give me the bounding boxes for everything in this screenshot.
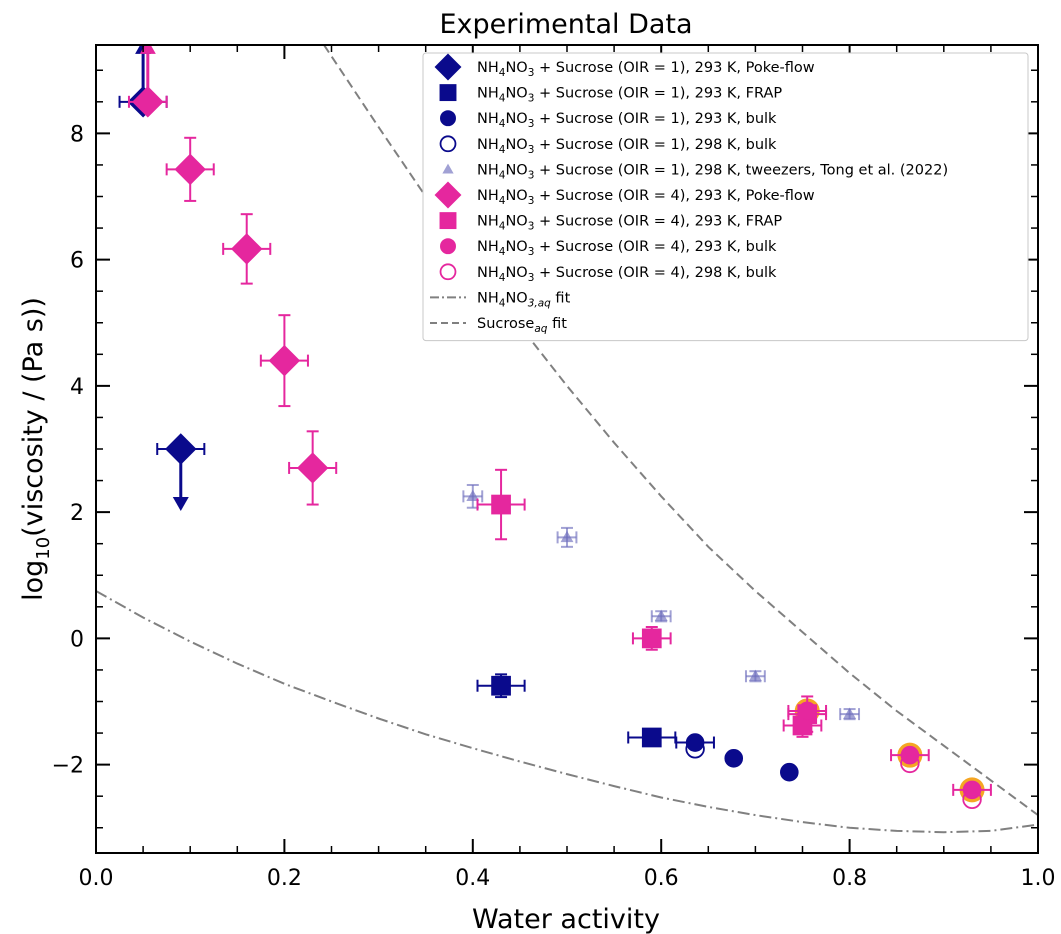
legend-label: NH4NO3 + Sucrose (OIR = 4), 293 K, Poke-…: [477, 188, 815, 207]
series-8: [900, 753, 982, 810]
plot-area: [96, 45, 1038, 834]
data-point: [748, 669, 762, 681]
data-point: [132, 86, 164, 118]
data-point: [797, 701, 817, 721]
y-tick-label: 6: [70, 249, 84, 274]
series-6: [476, 468, 828, 738]
data-point: [900, 753, 920, 774]
series-0: [118, 45, 206, 511]
legend-label: NH4NO3,aq fit: [477, 290, 571, 309]
series-1: [476, 673, 677, 748]
legend-marker: [434, 53, 462, 81]
y-tick-label: 8: [70, 122, 84, 147]
data-point: [491, 494, 511, 515]
sucrose-fit-curve: [323, 45, 1038, 816]
y-tick-label: −2: [52, 754, 84, 779]
x-axis-label: Water activity: [472, 904, 660, 934]
x-tick-label: 1.0: [1021, 866, 1056, 891]
legend-label: NH4NO3 + Sucrose (OIR = 4), 293 K, FRAP: [477, 214, 782, 233]
series-4: [462, 483, 861, 721]
data-point: [491, 675, 511, 696]
series-5: [127, 45, 338, 506]
data-point: [685, 733, 705, 752]
legend-label: NH4NO3 + Sucrose (OIR = 4), 298 K, bulk: [477, 265, 777, 284]
data-point: [654, 609, 668, 621]
series-3: [685, 739, 705, 759]
data-point: [466, 489, 480, 502]
legend-marker: [440, 110, 456, 127]
y-tick-label: 0: [70, 627, 84, 652]
data-point: [268, 344, 301, 377]
chart-title: Experimental Data: [439, 9, 692, 40]
data-point: [165, 433, 197, 465]
series-2: [675, 733, 799, 782]
series-7: [787, 701, 992, 800]
data-point: [685, 739, 705, 759]
legend-label: NH4NO3 + Sucrose (OIR = 1), 293 K, bulk: [477, 111, 777, 130]
x-tick-label: 0.8: [832, 866, 867, 891]
legend-marker: [439, 135, 457, 153]
limit-arrow-head: [172, 497, 189, 511]
legend-label: NH4NO3 + Sucrose (OIR = 1), 293 K, FRAP: [477, 86, 782, 105]
legend-marker: [442, 163, 454, 174]
x-tick-label: 0.4: [455, 866, 490, 891]
data-point: [962, 789, 982, 810]
x-tick-label: 0.6: [644, 866, 679, 891]
legend-marker: [439, 212, 457, 230]
x-tick-label: 0.0: [79, 866, 114, 891]
legend-marker: [439, 263, 457, 281]
x-tick-label: 0.2: [267, 866, 302, 891]
nh4no3-fit-curve: [96, 590, 1038, 834]
data-point: [641, 727, 662, 748]
legend-box: [422, 52, 1029, 342]
data-point: [724, 749, 744, 768]
data-point: [780, 762, 799, 782]
legend-marker: [439, 84, 457, 102]
legend-label: Sucroseaq fit: [477, 316, 567, 335]
legend-marker: [440, 238, 456, 255]
data-point: [296, 452, 329, 484]
legend: NH4NO3 + Sucrose (OIR = 1), 293 K, Poke-…: [422, 52, 1029, 342]
data-point: [641, 628, 662, 649]
y-tick-label: 2: [70, 501, 84, 526]
data-point: [560, 530, 574, 543]
data-point: [843, 707, 857, 719]
y-axis-label-text: log10(viscosity / (Pa s)): [18, 297, 54, 601]
legend-label: NH4NO3 + Sucrose (OIR = 4), 293 K, bulk: [477, 239, 777, 258]
legend-marker: [434, 181, 462, 209]
y-tick-label: 4: [70, 375, 84, 400]
data-point: [174, 153, 206, 186]
legend-label: NH4NO3 + Sucrose (OIR = 1), 293 K, Poke-…: [477, 60, 815, 79]
legend-label: NH4NO3 + Sucrose (OIR = 1), 298 K, bulk: [477, 137, 777, 156]
y-axis-label: log10(viscosity / (Pa s)): [18, 297, 54, 601]
legend-label: NH4NO3 + Sucrose (OIR = 1), 298 K, tweez…: [477, 162, 948, 181]
data-point: [231, 233, 263, 265]
axis-ticks: 0.0 0.2 0.4 0.6 0.8 1.0 −2 0 2 4 6 8: [52, 45, 1056, 891]
